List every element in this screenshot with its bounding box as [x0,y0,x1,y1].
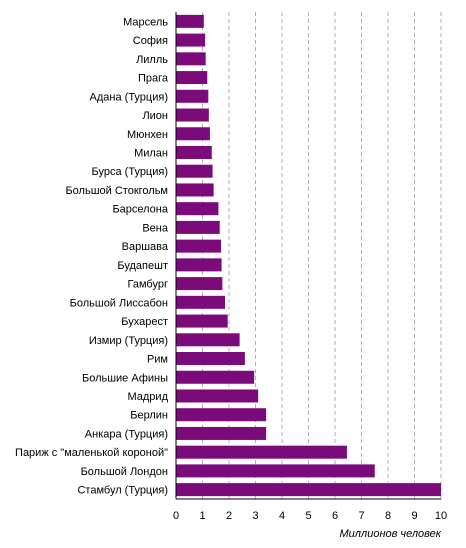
category-label: Большой Стокгольм [65,185,168,197]
bar [176,352,245,366]
bar [176,408,267,422]
bar [176,89,209,103]
x-tick-label: 1 [199,510,205,522]
bar [176,71,208,85]
category-label: Мюнхен [127,129,168,141]
x-tick-label: 8 [385,510,391,522]
x-tick-label: 5 [305,510,311,522]
category-label: Берлин [130,410,168,422]
bar [176,239,222,253]
category-label: Измир (Турция) [89,335,168,347]
category-label: Париж с "маленькой короной" [15,447,168,459]
bar [176,145,212,159]
category-label: Анкара (Турция) [85,428,168,440]
bars [176,14,441,497]
category-labels: Марсель София Лилль Прага Адана (Турция) Лион… [15,16,169,496]
category-label: Будапешт [117,260,168,272]
category-label: Большой Лиссабон [70,297,168,309]
bar [176,389,259,403]
category-label: Марсель [123,16,168,28]
category-label: Бухарест [121,316,168,328]
bar [176,426,267,440]
x-tick-label: 10 [435,510,447,522]
category-label: Барселона [112,204,168,216]
bar [176,277,223,291]
x-tick-labels: 0 1 2 3 4 5 6 7 8 9 10 [173,510,447,522]
bar [176,14,204,28]
category-label: Прага [138,73,169,85]
bar [176,445,347,459]
bar [176,333,240,347]
x-tick-label: 7 [358,510,364,522]
category-label: Большие Афины [82,372,168,384]
category-label: Мадрид [127,391,168,403]
bar [176,314,228,328]
bar [176,108,209,122]
category-label: Рим [147,354,168,366]
bar [176,202,219,216]
x-tick-label: 0 [173,510,179,522]
x-tick-label: 4 [279,510,285,522]
category-label: Милан [134,147,168,159]
x-tick-label: 3 [252,510,258,522]
category-label: София [133,35,168,47]
category-label: Лилль [136,54,168,66]
category-label: Лион [142,110,168,122]
category-label: Стамбул (Турция) [77,485,168,497]
x-axis-title: Миллионов человек [340,528,442,540]
x-tick-label: 9 [411,510,417,522]
grid-lines [202,12,442,499]
bar [176,164,213,178]
category-label: Большой Лондон [81,466,168,478]
x-tick-label: 6 [332,510,338,522]
bar [176,220,220,234]
category-label: Варшава [122,241,169,253]
bar [176,258,222,272]
category-label: Бурса (Турция) [92,166,168,178]
bar [176,370,255,384]
bar [176,483,441,497]
bar [176,52,206,66]
x-tick-label: 2 [226,510,232,522]
category-label: Гамбург [128,279,168,291]
bar [176,464,375,478]
bar [176,33,206,47]
category-label: Вена [142,222,169,234]
bar [176,183,214,197]
bar [176,295,226,309]
category-label: Адана (Турция) [90,91,168,103]
bar [176,127,210,141]
